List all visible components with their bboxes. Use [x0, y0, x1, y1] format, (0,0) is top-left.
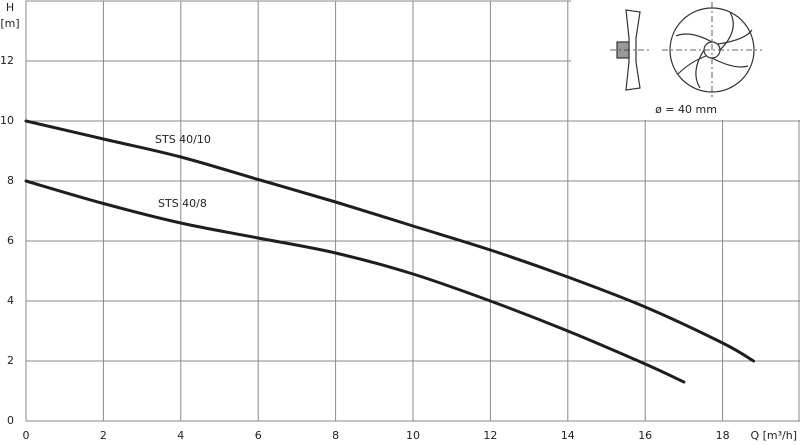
y-tick-label: 10 [0, 114, 14, 127]
x-tick-label: 16 [638, 429, 652, 442]
x-tick-label: 18 [716, 429, 730, 442]
x-axis-label: Q [m³/h] [750, 429, 797, 442]
diagram-caption: ø = 40 mm [655, 103, 717, 116]
x-tick-label: 2 [100, 429, 107, 442]
y-tick-label: 0 [7, 414, 14, 427]
x-tick-label: 4 [177, 429, 184, 442]
series-label: STS 40/10 [155, 133, 211, 146]
y-tick-label: 8 [7, 174, 14, 187]
impeller-diagram [610, 2, 762, 98]
y-tick-label: 4 [7, 294, 14, 307]
y-axis-unit: [m] [0, 17, 19, 30]
x-tick-label: 0 [23, 429, 30, 442]
y-tick-label: 2 [7, 354, 14, 367]
x-tick-label: 14 [561, 429, 575, 442]
x-tick-label: 6 [255, 429, 262, 442]
x-tick-label: 12 [483, 429, 497, 442]
series-label: STS 40/8 [158, 197, 207, 210]
y-tick-label: 12 [0, 54, 14, 67]
y-axis-label: H [6, 1, 14, 14]
curve [24, 119, 756, 363]
x-tick-label: 10 [406, 429, 420, 442]
x-tick-label: 8 [332, 429, 339, 442]
y-tick-label: 6 [7, 234, 14, 247]
curve [24, 179, 686, 384]
